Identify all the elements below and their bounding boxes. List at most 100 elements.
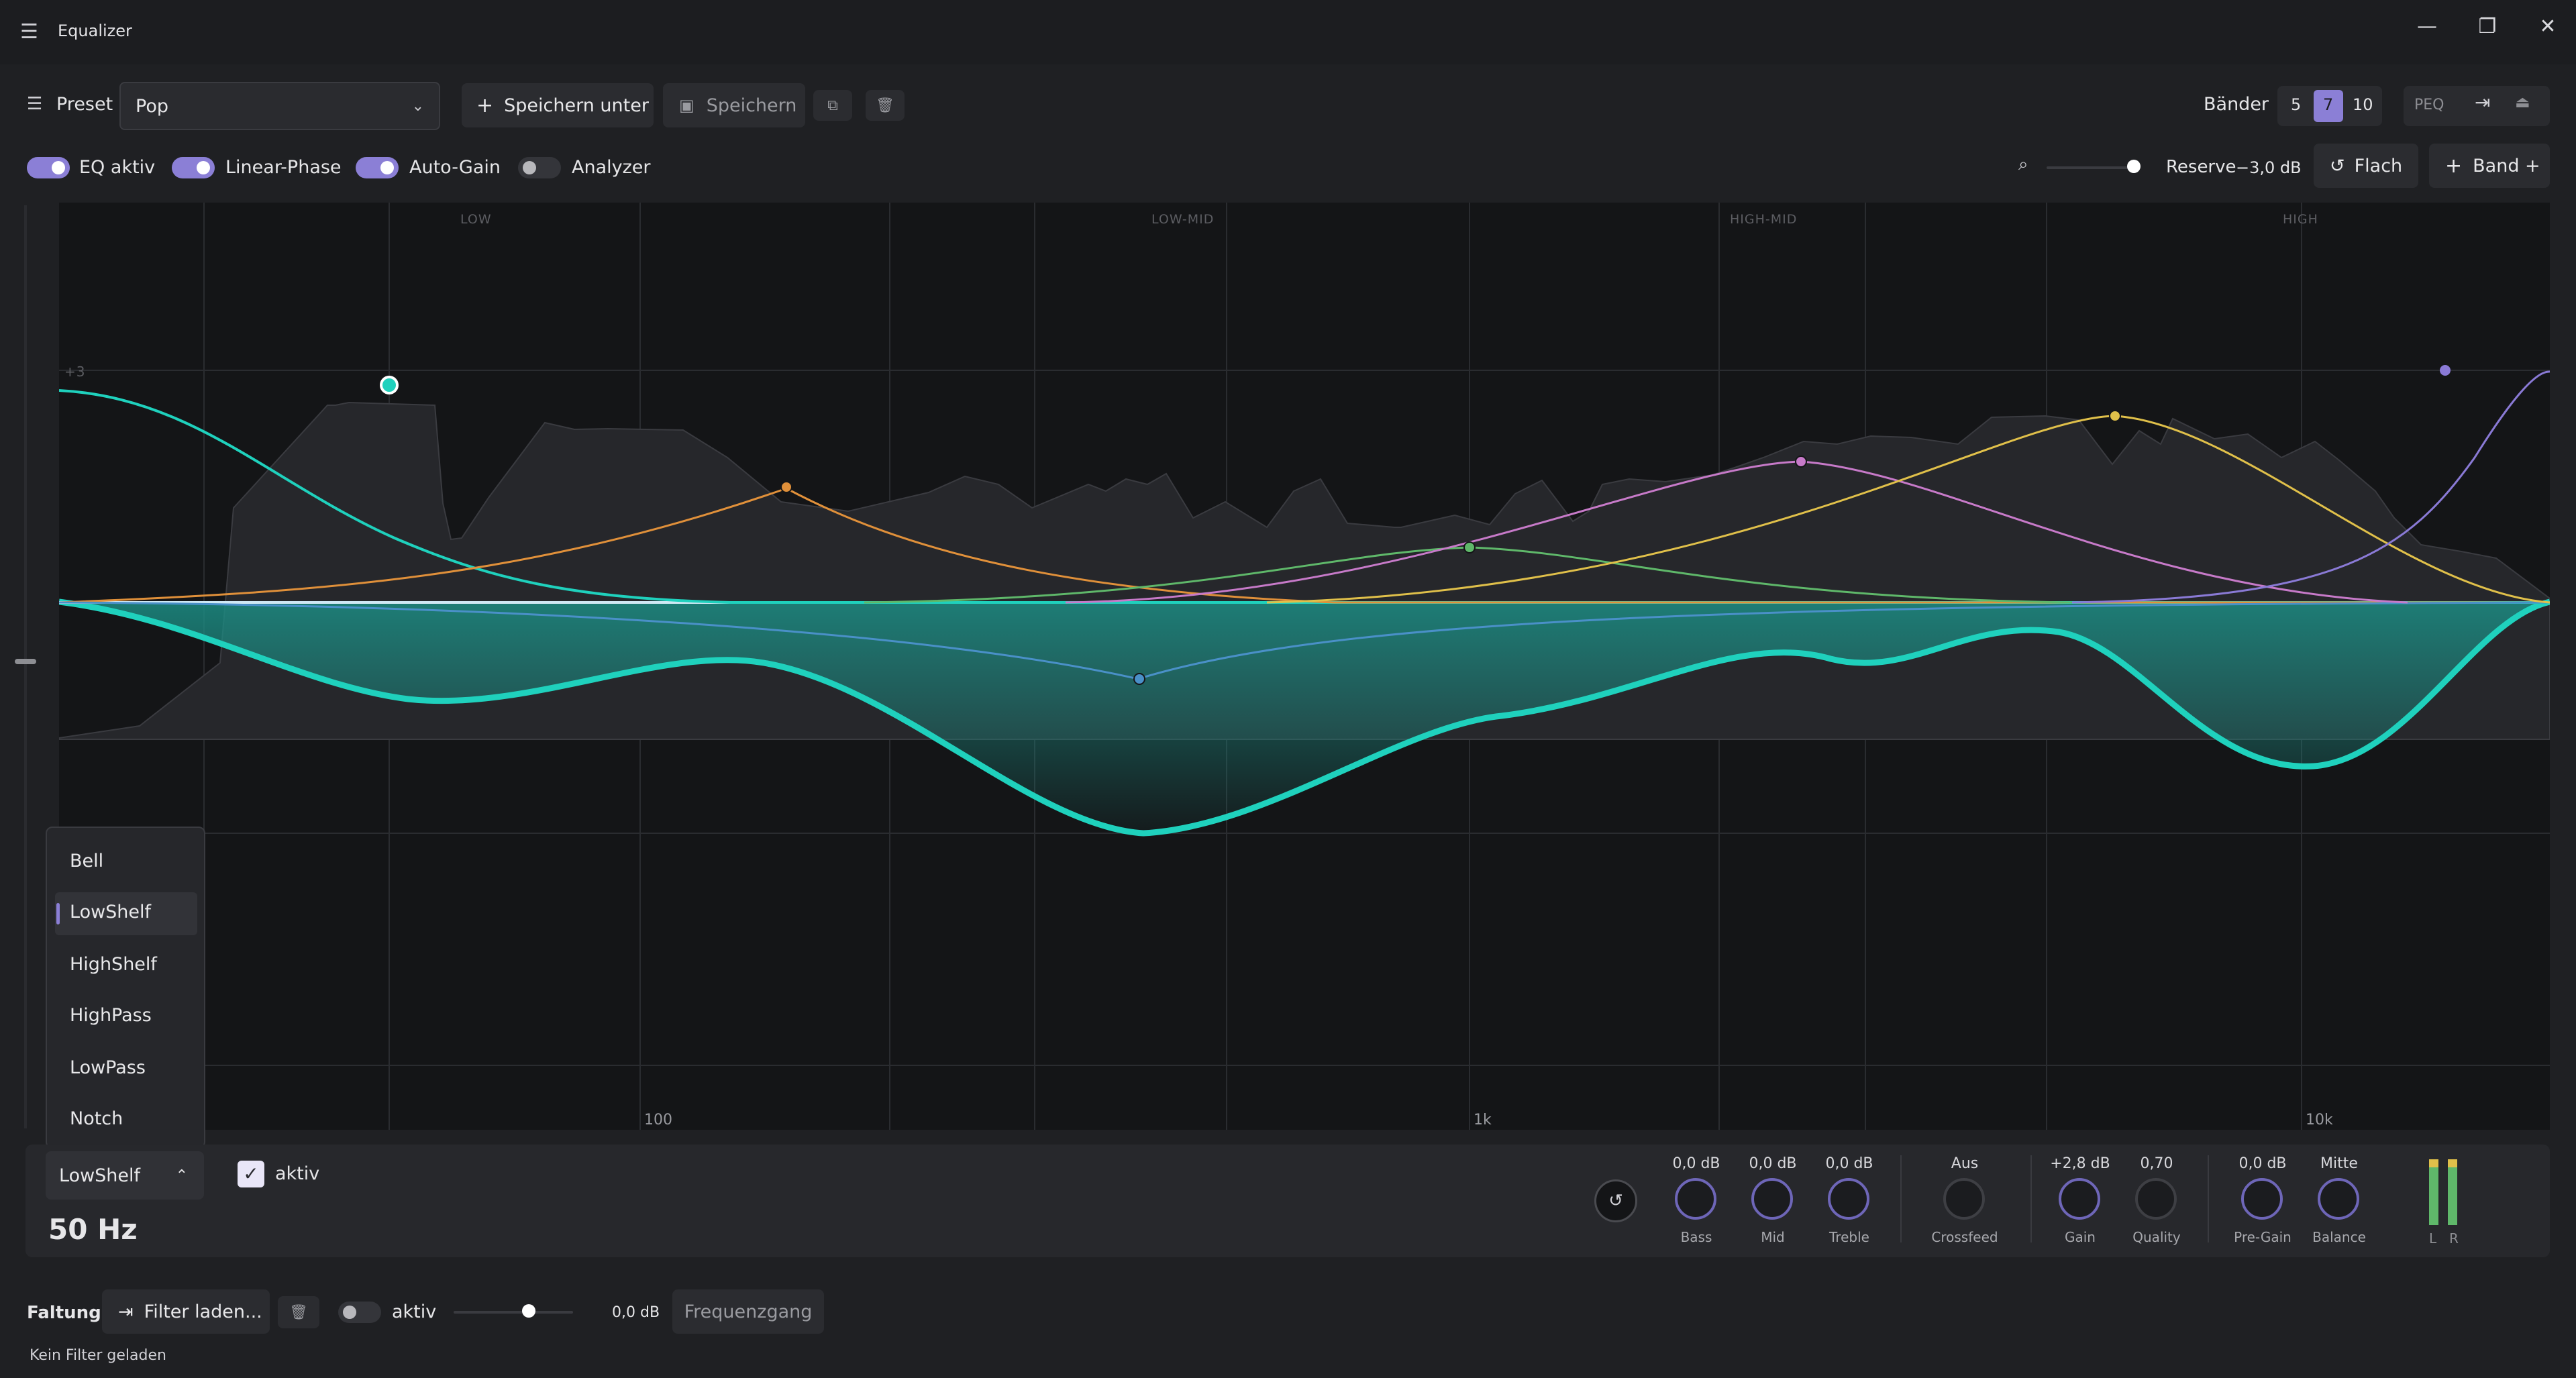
sliders-icon: ☰ [20, 20, 38, 44]
zoom-slider-thumb[interactable] [2127, 160, 2141, 173]
chevron-up-icon: ⌃ [175, 1167, 188, 1184]
band-active-checkbox[interactable]: ✓ [238, 1161, 264, 1187]
convolution-gain-value: 0,0 dB [612, 1304, 660, 1321]
linear-phase-label: Linear-Phase [225, 157, 342, 178]
minimize-icon[interactable]: — [2417, 15, 2437, 38]
preset-value: Pop [136, 95, 168, 117]
band-handle-1[interactable] [780, 481, 792, 493]
reset-icon: ↺ [2330, 155, 2345, 176]
analyzer-toggle[interactable] [518, 157, 561, 178]
eq-active-toggle[interactable] [27, 157, 70, 178]
region-label-high-mid: HIGH-MID [1730, 212, 1798, 227]
band-curve-lowshelf [58, 389, 2550, 604]
band-curve-5 [2071, 370, 2551, 604]
save-as-button[interactable]: + Speichern unter [462, 83, 654, 127]
preset-select[interactable]: Pop ⌄ [119, 82, 440, 130]
restore-icon[interactable]: ❐ [2478, 15, 2497, 38]
band-add-button[interactable]: + Band + [2429, 144, 2550, 188]
import-icon: ⇥ [118, 1301, 134, 1322]
trash-icon[interactable]: 🗑 [866, 90, 905, 121]
auto-gain-toggle[interactable] [356, 157, 399, 178]
divider [1900, 1155, 1902, 1242]
zoom-slider[interactable] [2047, 166, 2136, 169]
gain-label: Gain [2065, 1229, 2096, 1245]
treble-knob[interactable] [1828, 1178, 1869, 1220]
load-filter-label: Filter laden... [144, 1301, 262, 1322]
quality-label: Quality [2132, 1229, 2181, 1245]
mid-label: Mid [1761, 1229, 1785, 1245]
quality-knob[interactable] [2135, 1178, 2177, 1220]
band-handle-2[interactable] [1463, 541, 1476, 553]
eq-graph-svg[interactable] [58, 203, 2551, 1130]
flat-button[interactable]: ↺ Flach [2314, 144, 2418, 188]
bass-knob[interactable] [1675, 1178, 1716, 1220]
menu-item-notch[interactable]: Notch [70, 1108, 123, 1129]
band-curve-3 [1065, 460, 2408, 604]
pre-gain-knob[interactable] [2241, 1178, 2283, 1220]
menu-selection-indicator [56, 903, 60, 924]
trash-icon[interactable]: 🗑 [278, 1296, 319, 1328]
eq-graph[interactable] [58, 203, 2551, 1130]
crossfeed-label: Crossfeed [1931, 1229, 1998, 1245]
convolution-active-toggle[interactable] [338, 1302, 381, 1323]
load-filter-button[interactable]: ⇥ Filter laden... [102, 1289, 270, 1334]
filter-type-value: LowShelf [59, 1165, 141, 1186]
band-add-label: Band + [2473, 155, 2540, 176]
eject-icon[interactable]: ⏏ [2515, 93, 2530, 111]
filter-type-select[interactable]: LowShelf ⌃ [46, 1151, 204, 1200]
gain-scale-track [24, 205, 27, 1128]
band-handle-5[interactable] [2440, 365, 2451, 376]
flat-label: Flach [2354, 155, 2403, 176]
balance-knob[interactable] [2318, 1178, 2359, 1220]
band-active-label: aktiv [275, 1163, 320, 1184]
reset-knobs-button[interactable]: ↺ [1594, 1179, 1637, 1222]
bands-option-10[interactable]: 10 [2353, 95, 2373, 114]
filter-type-menu: Bell LowShelf HighShelf HighPass LowPass… [46, 827, 205, 1149]
preset-label: Preset [56, 94, 113, 115]
export-icon[interactable]: ⇥ [2475, 91, 2491, 113]
plus-icon: + [476, 93, 494, 117]
level-meter-right [2448, 1159, 2457, 1225]
convolution-title: Faltung [27, 1303, 101, 1323]
gain-scale-handle[interactable] [15, 659, 36, 664]
meter-label-l: L [2429, 1230, 2437, 1247]
band-curve-1 [58, 487, 2550, 604]
convolution-gain-thumb[interactable] [522, 1304, 535, 1318]
menu-item-selected-bg [55, 892, 197, 935]
menu-item-lowpass[interactable]: LowPass [70, 1057, 146, 1078]
x-tick-10k: 10k [2306, 1112, 2333, 1128]
x-tick-1k: 1k [1474, 1112, 1492, 1128]
balance-label: Balance [2312, 1229, 2366, 1245]
peq-button[interactable]: PEQ [2414, 97, 2444, 113]
y-marker: +3 [64, 364, 86, 380]
bands-option-7[interactable]: 7 [2323, 95, 2334, 114]
compare-icon[interactable]: ⧉ [813, 90, 852, 121]
analyzer-label: Analyzer [572, 157, 651, 178]
menu-item-bell[interactable]: Bell [70, 851, 104, 871]
treble-value: 0,0 dB [1825, 1155, 1873, 1172]
mid-knob[interactable] [1751, 1178, 1793, 1220]
frequency-response-button[interactable]: Frequenzgang [672, 1289, 824, 1334]
bass-label: Bass [1680, 1229, 1712, 1245]
menu-item-highshelf[interactable]: HighShelf [70, 954, 157, 975]
balance-value: Mitte [2320, 1155, 2358, 1172]
band-handle-4[interactable] [2109, 410, 2121, 422]
zoom-icon: ⌕ [2018, 154, 2028, 174]
crossfeed-knob[interactable] [1943, 1178, 1985, 1220]
band-handle-mid[interactable] [1133, 673, 1145, 685]
menu-item-lowshelf[interactable]: LowShelf [70, 902, 152, 922]
save-button[interactable]: ▣ Speichern [663, 83, 805, 127]
bands-option-5[interactable]: 5 [2291, 95, 2302, 114]
linear-phase-toggle[interactable] [172, 157, 215, 178]
band-handle-3[interactable] [1795, 456, 1807, 468]
convolution-gain-slider[interactable] [454, 1311, 573, 1314]
x-tick-100: 100 [644, 1112, 672, 1128]
close-icon[interactable]: ✕ [2539, 15, 2557, 38]
peq-group [2404, 86, 2550, 126]
preset-icon: ☰ [27, 94, 43, 114]
band-handle-lowshelf[interactable] [380, 376, 399, 394]
mid-value: 0,0 dB [1749, 1155, 1797, 1172]
gain-knob[interactable] [2059, 1178, 2100, 1220]
band-frequency: 50 Hz [48, 1213, 138, 1246]
menu-item-highpass[interactable]: HighPass [70, 1005, 152, 1026]
